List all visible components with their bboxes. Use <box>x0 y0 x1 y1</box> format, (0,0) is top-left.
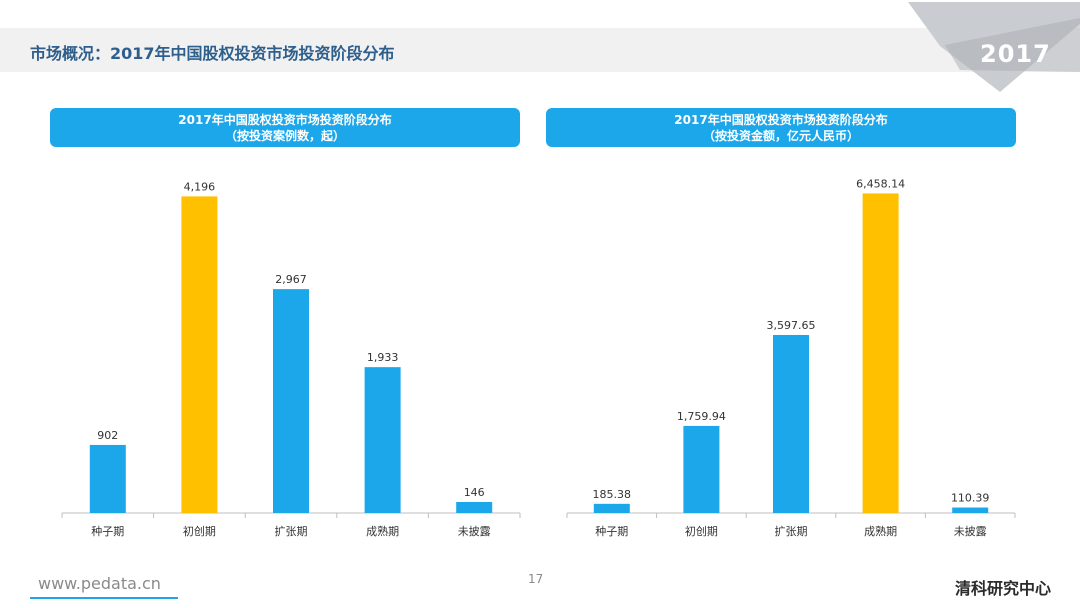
chart-right-subtitle: （按投资金额，亿元人民币） <box>702 128 859 143</box>
chart-right-category-label: 初创期 <box>685 524 718 538</box>
header-band <box>0 28 1080 72</box>
footer-underline <box>30 597 178 599</box>
chart-left-subtitle: （按投资案例数，起） <box>224 128 345 143</box>
chart-left-bar <box>364 367 401 513</box>
chart-right-category-label: 未披露 <box>954 524 987 538</box>
chart-right-value-label: 6,458.14 <box>856 177 905 190</box>
chart-left-bar <box>456 501 493 513</box>
chart-right-value-label: 3,597.65 <box>767 319 816 332</box>
chart-right-bar <box>773 334 809 513</box>
org-name: 清科研究中心 <box>955 579 1052 598</box>
chart-left-header: 2017年中国股权投资市场投资阶段分布 （按投资案例数，起） <box>50 108 520 147</box>
chart-right-bar <box>593 503 630 513</box>
chart-right-value-label: 110.39 <box>951 492 990 505</box>
chart-left-category-label: 初创期 <box>183 524 216 538</box>
chart-right-category-label: 种子期 <box>595 524 628 538</box>
chart-right-category-label: 扩张期 <box>775 524 808 538</box>
chart-left-value-label: 1,933 <box>367 351 399 364</box>
chart-right-title: 2017年中国股权投资市场投资阶段分布 <box>674 112 888 127</box>
chart-right-bar <box>952 507 989 513</box>
chart-left-category-label: 未披露 <box>458 524 491 538</box>
chart-left-bar <box>273 289 309 513</box>
chart-left-value-label: 902 <box>97 429 118 442</box>
chart-right-category-label: 成熟期 <box>864 524 897 538</box>
corner-shade-shape <box>945 18 1080 72</box>
chart-left-value-label: 4,196 <box>184 180 216 193</box>
chart-left-category-label: 成熟期 <box>366 524 399 538</box>
chart-right-bar <box>683 425 720 513</box>
chart-left-bar <box>89 444 126 513</box>
chart-left-category-label: 扩张期 <box>275 524 308 538</box>
chart-left-title: 2017年中国股权投资市场投资阶段分布 <box>178 112 392 127</box>
chart-left-category-label: 种子期 <box>91 524 124 538</box>
chart-left-bar <box>181 196 218 513</box>
footer-url[interactable]: www.pedata.cn <box>38 574 161 593</box>
chart-right-value-label: 1,759.94 <box>677 410 726 423</box>
page-number: 17 <box>528 572 544 586</box>
chart-right-header: 2017年中国股权投资市场投资阶段分布 （按投资金额，亿元人民币） <box>546 108 1016 147</box>
page-title: 市场概况：2017年中国股权投资市场投资阶段分布 <box>30 44 395 63</box>
year-badge: 2017 <box>980 40 1051 68</box>
chart-left-value-label: 146 <box>464 486 485 499</box>
chart-right-value-label: 185.38 <box>593 488 632 501</box>
chart-right-bar <box>862 193 899 514</box>
chart-left-value-label: 2,967 <box>275 273 307 286</box>
